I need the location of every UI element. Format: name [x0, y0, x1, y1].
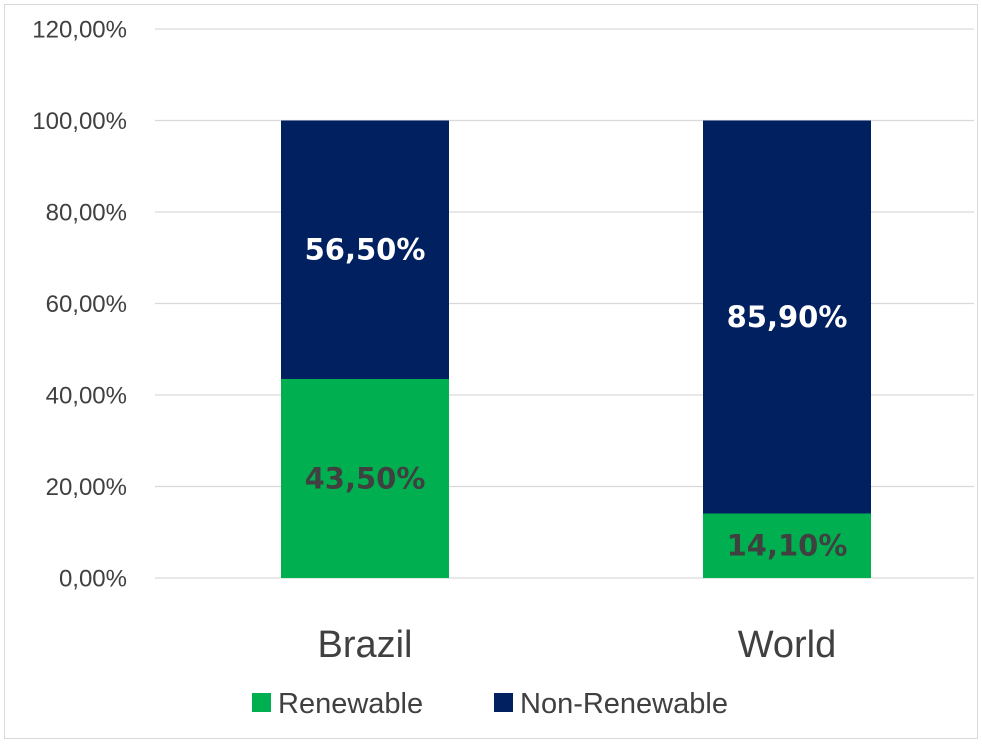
y-tick-label: 100,00%: [32, 108, 127, 135]
legend: Renewable Non-Renewable: [252, 688, 728, 720]
data-label: 56,50%: [305, 233, 426, 267]
x-category-label: World: [738, 624, 837, 666]
x-axis-category-labels: Brazil World: [317, 624, 836, 666]
y-tick-label: 120,00%: [32, 17, 127, 44]
legend-label: Non-Renewable: [520, 688, 728, 720]
legend-label: Renewable: [278, 688, 423, 720]
bar-world-non-renewable: [703, 120, 871, 514]
legend-swatch: [494, 693, 513, 712]
legend-swatch: [252, 693, 271, 712]
chart-container: 0,00% 20,00% 40,00% 60,00% 80,00% 100,00% 120,…: [4, 4, 978, 739]
stacked-bar-chart: 0,00% 20,00% 40,00% 60,00% 80,00% 100,00% 120,…: [32, 17, 974, 720]
y-axis-tick-labels: 0,00% 20,00% 40,00% 60,00% 80,00% 100,00% 120,…: [32, 17, 127, 593]
y-tick-label: 80,00%: [46, 200, 127, 227]
y-tick-label: 40,00%: [46, 383, 127, 410]
y-tick-label: 20,00%: [46, 474, 127, 501]
bar-brazil-renewable: [281, 378, 449, 578]
x-category-label: Brazil: [317, 624, 412, 666]
data-labels: 43,50% 56,50% 14,10% 85,90%: [305, 233, 848, 563]
bar-brazil-non-renewable: [281, 120, 449, 379]
bars: [281, 120, 871, 578]
y-tick-label: 0,00%: [59, 566, 127, 593]
data-label: 14,10%: [727, 529, 848, 563]
data-label: 43,50%: [305, 461, 426, 495]
bar-world-renewable: [703, 513, 871, 578]
y-tick-label: 60,00%: [46, 291, 127, 318]
data-label: 85,90%: [727, 300, 848, 334]
